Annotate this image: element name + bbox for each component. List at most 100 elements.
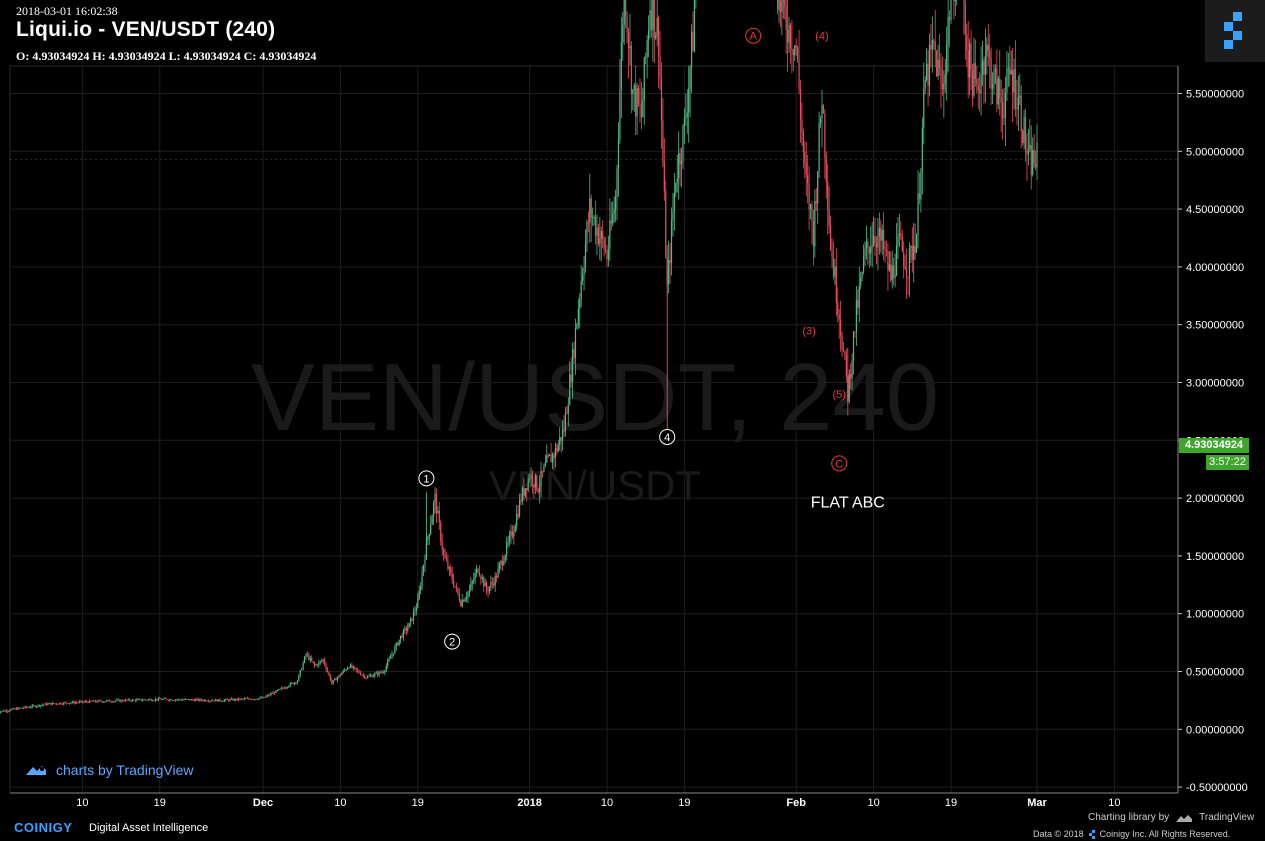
candle-body (13, 708, 15, 710)
candle-body (890, 264, 892, 281)
candle-body (286, 687, 288, 688)
candle-body (305, 654, 307, 657)
candle-body (496, 576, 498, 578)
charting-library-credit[interactable]: Charting library by TradingView (1088, 812, 1254, 823)
candle-body (74, 702, 76, 704)
candle-body (453, 580, 455, 587)
candle-body (162, 699, 164, 700)
coinigy-logo-icon[interactable] (1205, 0, 1265, 62)
candle-body (362, 674, 364, 676)
candle-body (835, 266, 837, 303)
candle-body (600, 231, 602, 239)
candle-body (557, 444, 559, 452)
candle-body (312, 661, 314, 663)
candle-body (690, 31, 693, 68)
candle-body (215, 699, 217, 702)
candle-body (971, 69, 974, 96)
candle-body (531, 474, 534, 486)
candle-body (107, 700, 109, 701)
candle-body (983, 60, 985, 75)
candle-body (365, 677, 367, 679)
candle-body (77, 702, 79, 704)
candle-body (791, 48, 793, 50)
timestamp: 2018-03-01 16:02:38 (16, 4, 118, 18)
x-tick-label: 19 (154, 797, 166, 809)
candle-body (508, 535, 511, 542)
candle-body (875, 243, 878, 248)
candle-body (14, 708, 16, 710)
candle-body (71, 701, 73, 703)
candle-body (210, 700, 212, 702)
candle-body (940, 68, 942, 84)
candle-body (381, 672, 383, 674)
candle-body (0, 711, 2, 713)
candle-body (950, 0, 952, 21)
candle-body (212, 700, 214, 702)
candle-body (61, 704, 63, 705)
candle-body (612, 213, 614, 224)
candle-body (140, 699, 142, 701)
candle-body (298, 675, 300, 682)
candle-body (435, 493, 438, 514)
candle-body (582, 275, 584, 281)
wave-label-circle (444, 633, 461, 650)
candle-body (159, 698, 161, 700)
candle-body (953, 0, 955, 2)
candle-body (627, 31, 630, 48)
candle-body (377, 672, 379, 675)
candle-body (887, 251, 889, 271)
candle-body (321, 660, 323, 662)
candle-body (943, 83, 945, 90)
candle-body (842, 349, 845, 352)
candle-body (1023, 116, 1025, 143)
candle-body (291, 682, 293, 684)
candle-body (200, 699, 202, 701)
candle-body (124, 699, 126, 702)
candle-body (153, 700, 155, 702)
candle-body (391, 654, 393, 658)
candle-body (652, 0, 654, 30)
candle-body (351, 664, 353, 668)
candle-body (236, 698, 238, 701)
candle-body (414, 610, 416, 612)
candle-body (822, 105, 825, 114)
candle-body (653, 0, 655, 39)
candle-body (526, 488, 528, 490)
candle-body (989, 50, 991, 58)
candle-body (917, 193, 919, 236)
candle-body (87, 701, 89, 703)
candle-body (639, 103, 641, 106)
candle-body (21, 707, 23, 709)
candle-body (541, 471, 544, 472)
candle-body (944, 74, 946, 84)
candle-body (855, 300, 857, 333)
candle-body (76, 702, 78, 704)
candle-body (655, 35, 657, 39)
candle-body (268, 695, 270, 697)
candle-body (285, 687, 287, 689)
candle-body (979, 90, 981, 94)
copyright: Data © 2018 Coinigy Inc. All Rights Rese… (1033, 829, 1230, 839)
x-tick-label: 19 (945, 797, 957, 809)
candle-body (798, 59, 800, 90)
candle-body (401, 635, 403, 638)
candle-body (417, 598, 419, 608)
candle-body (100, 700, 102, 702)
candle-body (262, 697, 264, 699)
candle-body (329, 674, 331, 681)
candle-body (239, 698, 241, 700)
candle-body (179, 699, 181, 701)
candle-body (230, 698, 233, 700)
tradingview-attribution-link[interactable]: charts by TradingView (24, 762, 193, 778)
candle-body (966, 34, 968, 51)
candle-body (246, 698, 248, 700)
candle-body (864, 248, 866, 257)
candle-body (573, 349, 575, 359)
candle-body (483, 577, 485, 587)
candle-body (238, 698, 240, 700)
candle-body (275, 690, 277, 694)
candle-body (394, 646, 396, 654)
candle-body (182, 699, 184, 701)
candle-body (529, 478, 531, 480)
